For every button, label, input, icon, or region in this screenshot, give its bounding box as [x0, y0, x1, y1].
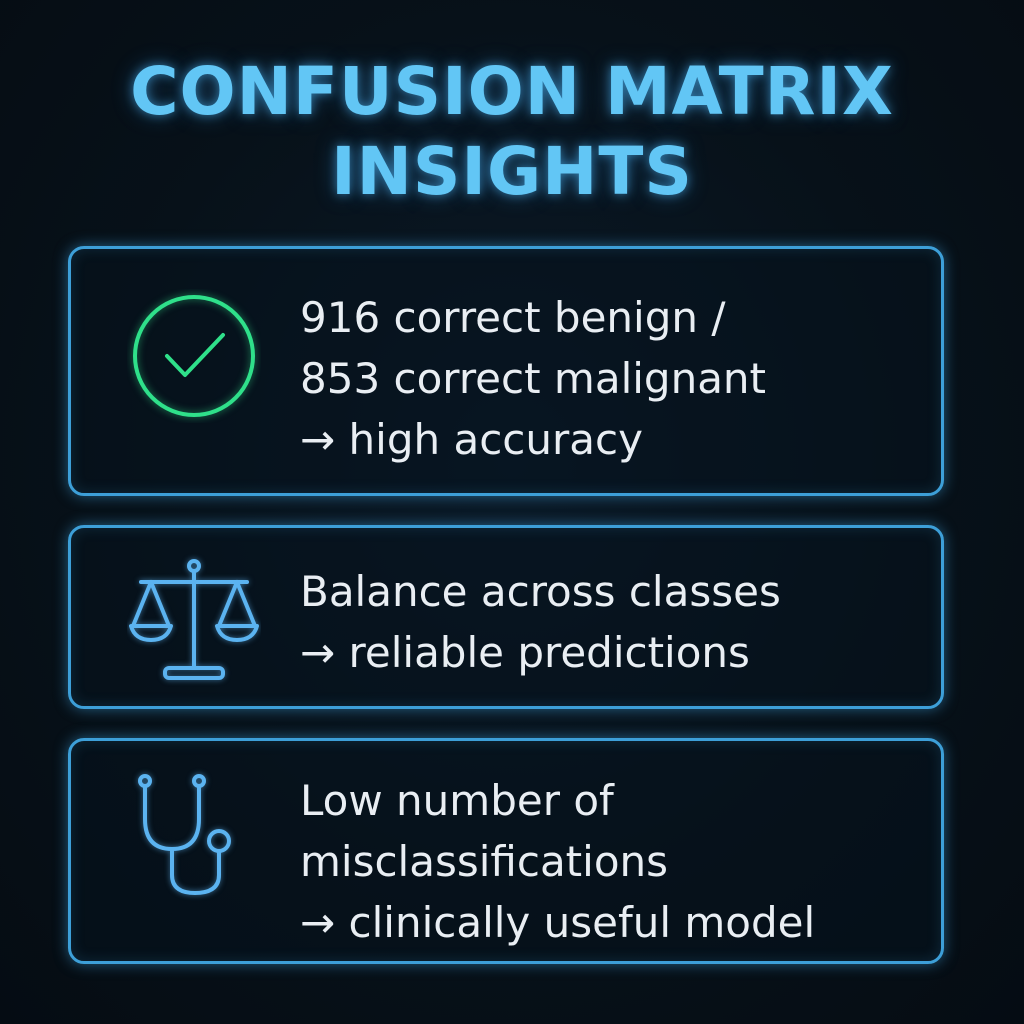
- title-line-2: INSIGHTS: [331, 133, 693, 210]
- insight-card-balance: Balance across classes → reliable predic…: [68, 525, 944, 709]
- checkmark-circle-icon: [133, 295, 255, 417]
- insight-line: → high accuracy: [300, 415, 643, 464]
- insight-line: → reliable predictions: [300, 628, 750, 677]
- insight-line: misclassifications: [300, 837, 669, 886]
- page-title: CONFUSION MATRIX INSIGHTS: [0, 52, 1024, 212]
- insight-text: 916 correct benign / 853 correct maligna…: [300, 287, 766, 470]
- insight-card-accuracy: 916 correct benign / 853 correct maligna…: [68, 246, 944, 496]
- insight-line: Balance across classes: [300, 567, 781, 616]
- balance-scale-icon: [129, 559, 259, 680]
- insight-line: → clinically useful model: [300, 898, 816, 947]
- title-line-1: CONFUSION MATRIX: [130, 53, 894, 130]
- insight-line: Low number of: [300, 776, 614, 825]
- insight-text: Balance across classes → reliable predic…: [300, 561, 781, 683]
- insight-line: 853 correct malignant: [300, 354, 767, 403]
- insight-line: 916 correct benign /: [300, 293, 726, 342]
- insight-card-clinical: Low number of misclassifications → clini…: [68, 738, 944, 964]
- insight-text: Low number of misclassifications → clini…: [300, 770, 815, 953]
- stethoscope-icon: [138, 774, 231, 895]
